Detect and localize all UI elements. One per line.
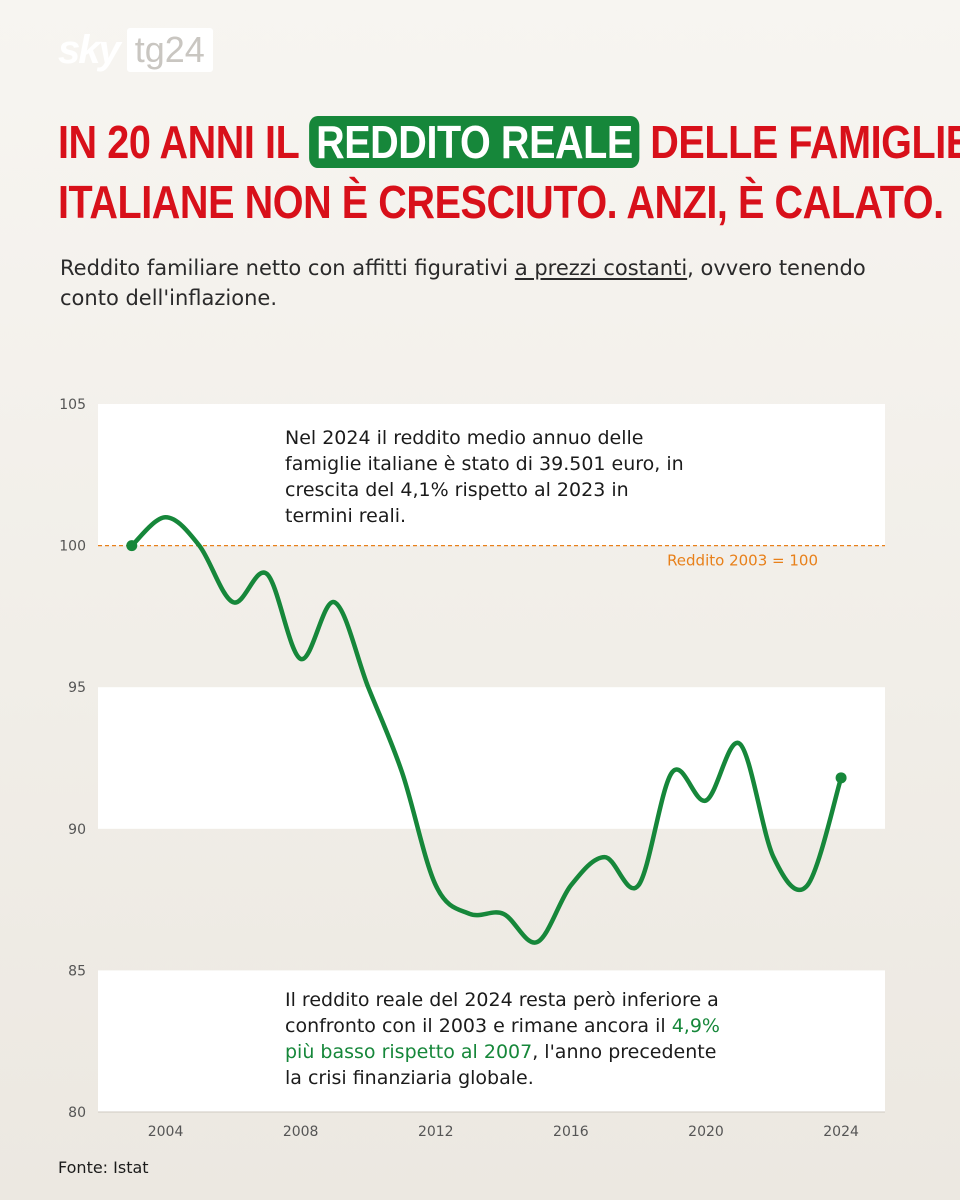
source-note: Fonte: Istat (58, 1158, 149, 1177)
y-tick-label: 95 (68, 680, 86, 696)
annotation-bottom-highlight: 4,9% più basso rispetto al 2007 (285, 1015, 720, 1063)
title-highlight: REDDITO REALE (309, 116, 640, 168)
x-tick-label: 2016 (553, 1124, 589, 1140)
data-point-2024 (835, 772, 847, 784)
y-tick-label: 100 (59, 539, 86, 555)
chart-band-100-105 (98, 404, 885, 546)
y-tick-label: 80 (68, 1105, 86, 1121)
y-tick-label: 85 (68, 963, 86, 979)
y-tick-label: 105 (59, 397, 86, 413)
y-tick-label: 90 (68, 822, 86, 838)
x-tick-label: 2024 (823, 1124, 859, 1140)
annotation-bottom: Il reddito reale del 2024 resta però inf… (285, 987, 725, 1091)
series-line-0 (129, 515, 844, 945)
subtitle-before: Reddito familiare netto con affitti figu… (60, 256, 515, 280)
logo-sky-text: sky (58, 28, 121, 72)
chart-band-90-95 (98, 687, 885, 829)
chart-band-80-85 (98, 970, 885, 1112)
annotation-bottom-after: , l'anno precedente la crisi finanziaria… (285, 1041, 717, 1089)
reference-line-label: Reddito 2003 = 100 (667, 552, 818, 570)
title-line1-after: DELLE FAMIGLIE (650, 116, 960, 168)
subtitle-underlined: a prezzi costanti (514, 256, 688, 280)
sky-tg24-logo: sky tg24 (58, 28, 213, 72)
title-line2: ITALIANE NON È CRESCIUTO. ANZI, È CALATO… (58, 176, 944, 228)
title-line1-before: IN 20 ANNI IL (58, 116, 299, 168)
x-tick-label: 2008 (283, 1124, 319, 1140)
x-tick-label: 2004 (148, 1124, 184, 1140)
chart-band-85-90 (98, 829, 885, 971)
x-tick-label: 2020 (688, 1124, 724, 1140)
page-title: IN 20 ANNI IL REDDITO REALE DELLE FAMIGL… (58, 112, 960, 232)
subtitle-after: , ovvero tenendo conto dell'inflazione. (60, 256, 866, 310)
annotation-bottom-before: Il reddito reale del 2024 resta però inf… (285, 989, 719, 1037)
data-point-2003 (126, 540, 138, 552)
subtitle: Reddito familiare netto con affitti figu… (60, 253, 900, 313)
x-tick-label: 2012 (418, 1124, 454, 1140)
logo-tg24-text: tg24 (126, 28, 213, 72)
annotation-top: Nel 2024 il reddito medio annuo delle fa… (285, 427, 684, 527)
